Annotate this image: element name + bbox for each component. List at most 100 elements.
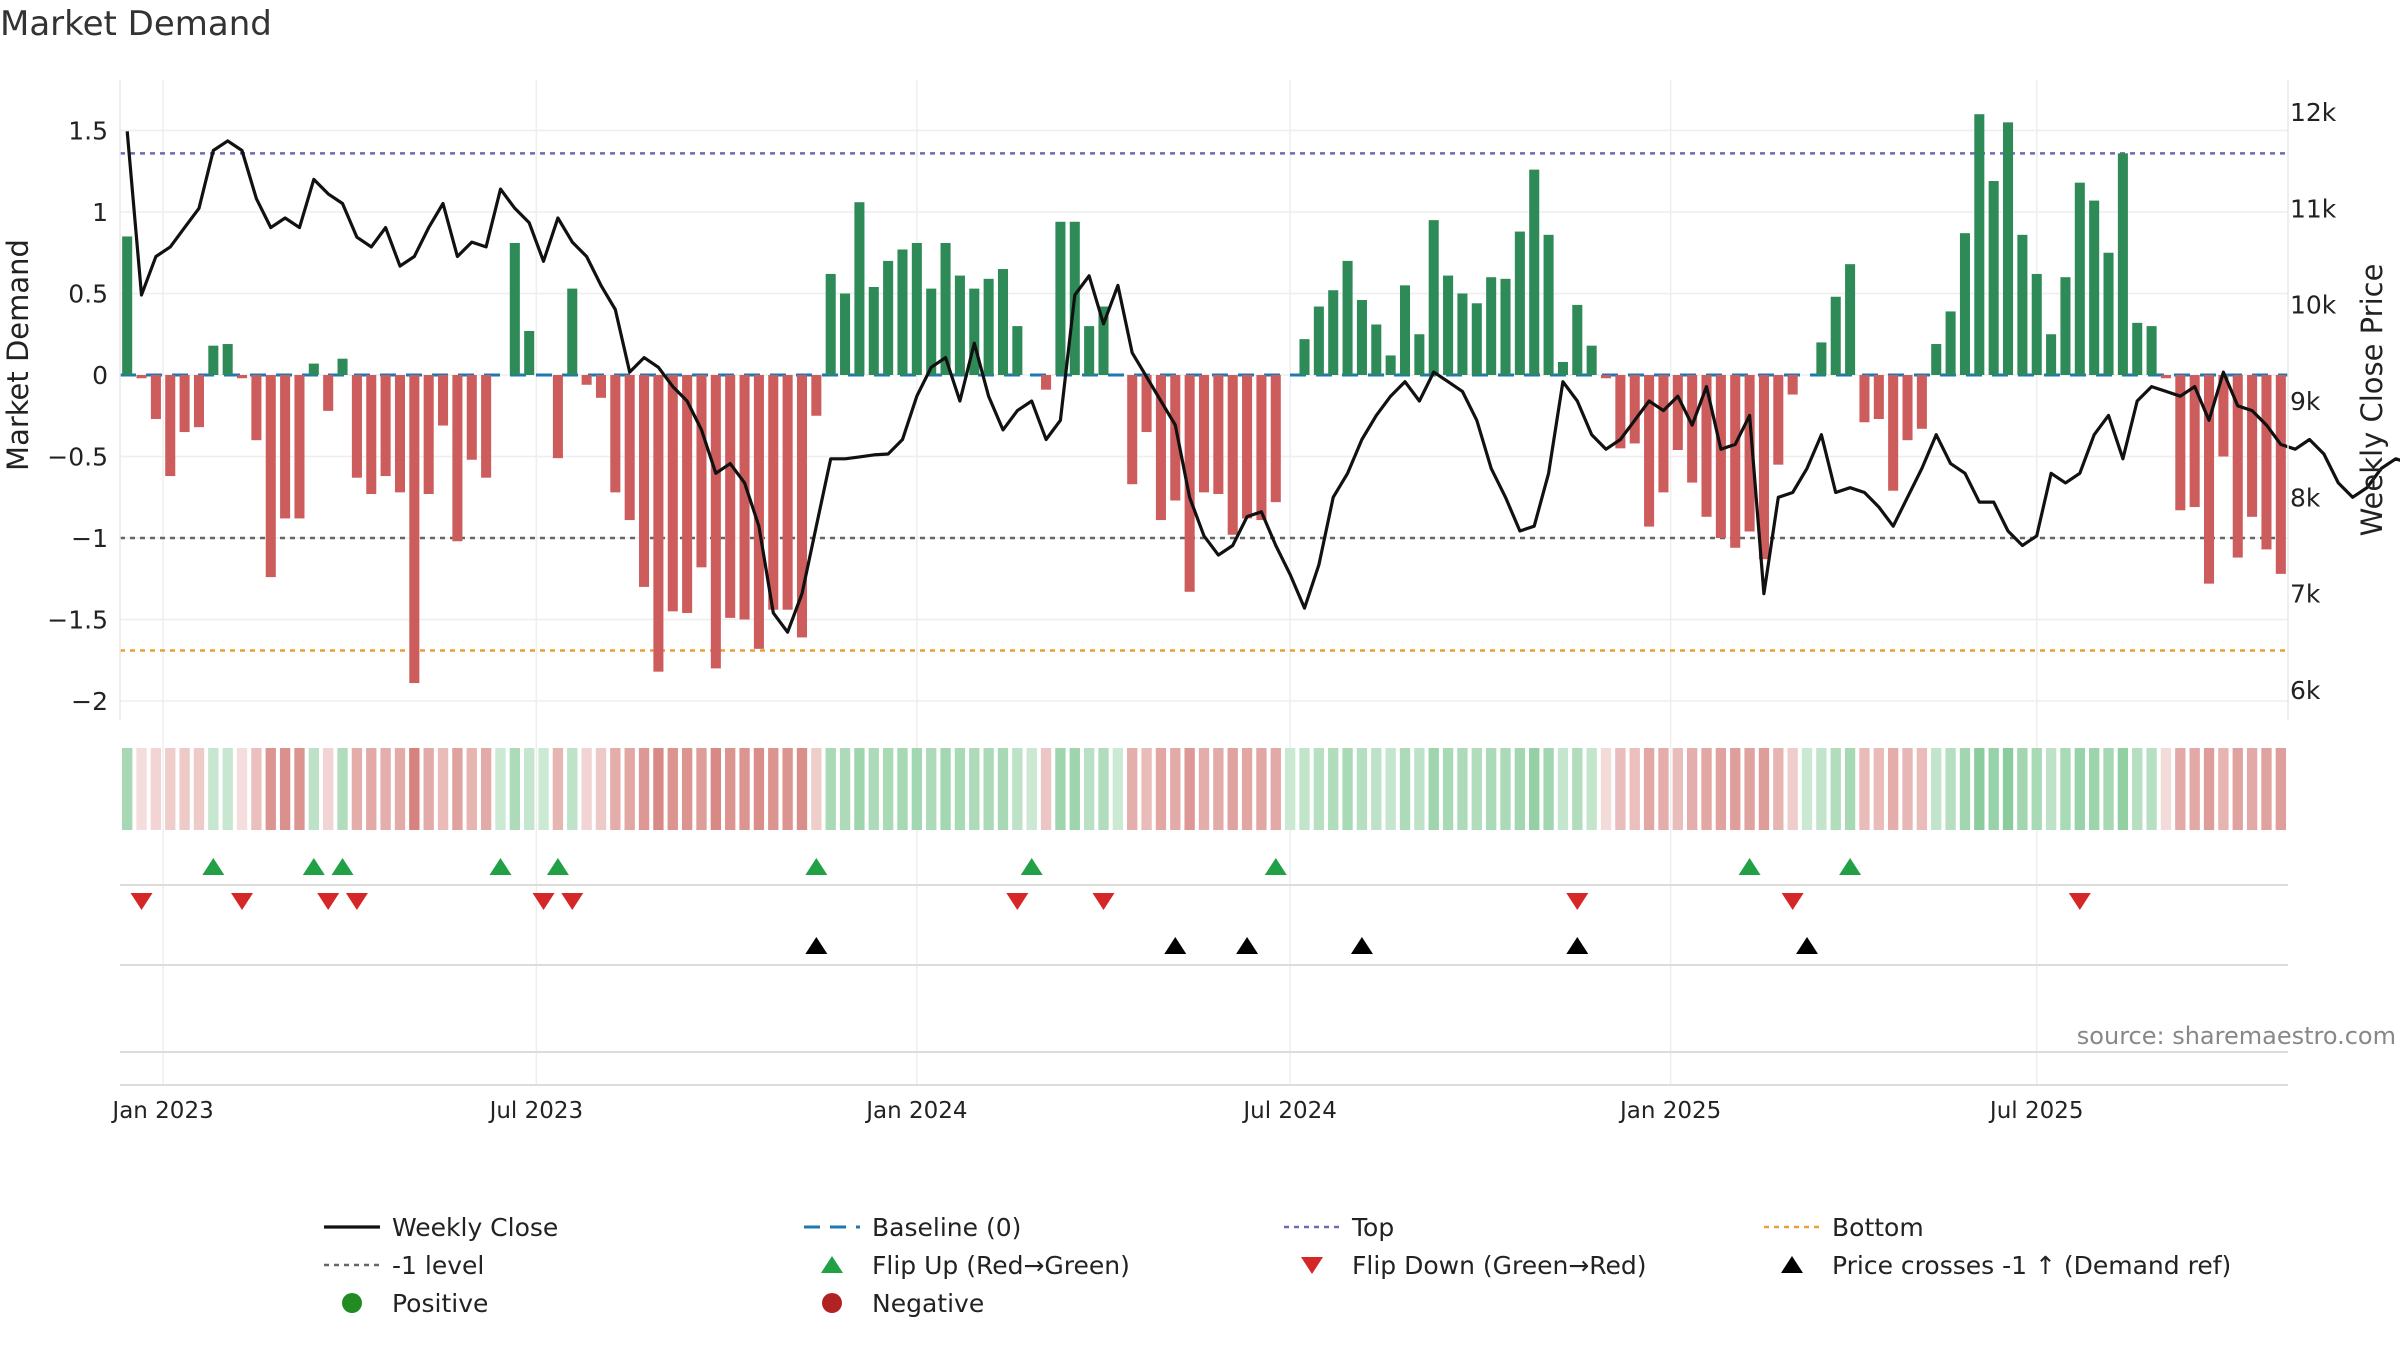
- strip-cell: [983, 748, 994, 830]
- demand-bar: [1974, 114, 1985, 375]
- price-cross-marker: [1796, 937, 1819, 954]
- demand-bar: [265, 375, 276, 578]
- x-tick-label: Jul 2023: [488, 1098, 584, 1124]
- demand-bar: [466, 375, 477, 460]
- strip-cell: [265, 748, 276, 830]
- legend-item-cross: Price crosses -1 ↑ (Demand ref): [1760, 1250, 2231, 1280]
- demand-bar: [136, 375, 147, 379]
- legend-symbol: [1760, 1250, 1824, 1280]
- demand-bar: [208, 345, 219, 375]
- demand-bar: [1414, 334, 1425, 375]
- strip-cell: [581, 748, 592, 830]
- strip-cell: [437, 748, 449, 830]
- y-tick-label: 0: [92, 361, 108, 390]
- demand-bar: [1170, 375, 1181, 501]
- strip-cell: [1284, 748, 1296, 830]
- strip-cell: [1686, 748, 1698, 830]
- strip-cell: [452, 748, 463, 830]
- flip-down-marker: [1092, 893, 1115, 910]
- demand-bar: [954, 275, 965, 375]
- legend-symbol: [1280, 1250, 1344, 1280]
- strip-cell: [1184, 748, 1195, 830]
- strip-cell: [1600, 748, 1612, 830]
- strip-cell: [1715, 748, 1727, 830]
- demand-bar: [1356, 300, 1367, 375]
- strip-cell: [165, 748, 176, 830]
- demand-bar: [624, 375, 635, 521]
- strip-cell: [1500, 748, 1511, 830]
- demand-bar: [2089, 200, 2100, 375]
- strip-cell: [1873, 748, 1884, 830]
- flip-up-marker: [546, 858, 569, 875]
- strip-cell: [1471, 748, 1482, 830]
- strip-cell: [595, 748, 607, 830]
- flip-up-marker: [1738, 858, 1761, 875]
- legend-label: Bottom: [1832, 1212, 1924, 1242]
- demand-bar: [911, 242, 922, 375]
- demand-bar: [1155, 375, 1166, 521]
- strip-cell: [2045, 748, 2057, 830]
- strip-cell: [466, 748, 477, 830]
- strip-cell: [1442, 748, 1454, 830]
- flip-down-marker: [532, 893, 555, 910]
- strip-cell: [1931, 748, 1942, 830]
- x-tick-label: Jan 2023: [110, 1098, 213, 1124]
- demand-bar: [2160, 375, 2171, 379]
- strip-cell: [1959, 748, 1971, 830]
- strip-cell: [538, 748, 549, 830]
- demand-bar: [1758, 375, 1769, 560]
- demand-bar: [1672, 375, 1683, 450]
- demand-bar: [351, 375, 362, 478]
- demand-bar: [2175, 375, 2186, 511]
- demand-bar: [2060, 277, 2071, 375]
- strip-cell: [1385, 748, 1396, 830]
- demand-bar: [1931, 344, 1942, 375]
- strip-cell: [552, 748, 564, 830]
- demand-bar: [739, 375, 750, 620]
- demand-bar: [825, 273, 836, 375]
- strip-cell: [854, 748, 865, 830]
- strip-cell: [1356, 748, 1368, 830]
- strip-cell: [624, 748, 635, 830]
- strip-cell: [495, 748, 506, 830]
- demand-bar: [2046, 334, 2057, 375]
- axes-layer: 1.5 1 0.5 0 −0.5 −1 −1.5 −2 12k 11k 10k 9k 8k 7k 6k: [47, 80, 2337, 720]
- demand-bar: [2232, 375, 2243, 558]
- strip-cell: [251, 748, 262, 830]
- strip-cell: [1198, 748, 1210, 830]
- demand-bar: [840, 293, 851, 375]
- strip-cell: [2189, 748, 2200, 830]
- strip-cell: [1098, 748, 1109, 830]
- demand-bar: [1773, 375, 1784, 465]
- demand-bar: [2017, 234, 2028, 375]
- demand-bar: [1557, 361, 1568, 375]
- price-cross-marker: [1164, 937, 1187, 954]
- legend-label: Negative: [872, 1288, 985, 1318]
- demand-bar: [1141, 375, 1152, 433]
- strip-cell: [667, 748, 678, 830]
- legend-item-positive: Positive: [320, 1288, 488, 1318]
- flip-up-marker: [302, 858, 325, 875]
- demand-bar: [969, 288, 980, 375]
- demand-bar: [897, 249, 908, 375]
- y2-axis-label: Weekly Close Price: [2355, 264, 2389, 537]
- strip-cell: [394, 748, 406, 830]
- strip-cell: [2218, 748, 2229, 830]
- demand-bar: [552, 375, 563, 459]
- legend-label: Baseline (0): [872, 1212, 1022, 1242]
- demand-bar: [509, 242, 520, 375]
- demand-bar: [193, 375, 204, 428]
- demand-bar: [380, 375, 391, 477]
- demand-bar: [1227, 375, 1238, 535]
- demand-bar: [696, 375, 707, 568]
- strip-cell: [610, 748, 621, 830]
- demand-bar: [1902, 375, 1913, 441]
- strip-cell: [337, 748, 348, 830]
- legend-label: Weekly Close: [392, 1212, 559, 1242]
- legend-item-baseline: Baseline (0): [800, 1212, 1021, 1242]
- demand-bar: [1945, 311, 1956, 375]
- legend-label: -1 level: [392, 1250, 485, 1280]
- demand-bar: [710, 375, 721, 669]
- demand-bar: [1744, 375, 1755, 532]
- strip-cell: [1155, 748, 1167, 830]
